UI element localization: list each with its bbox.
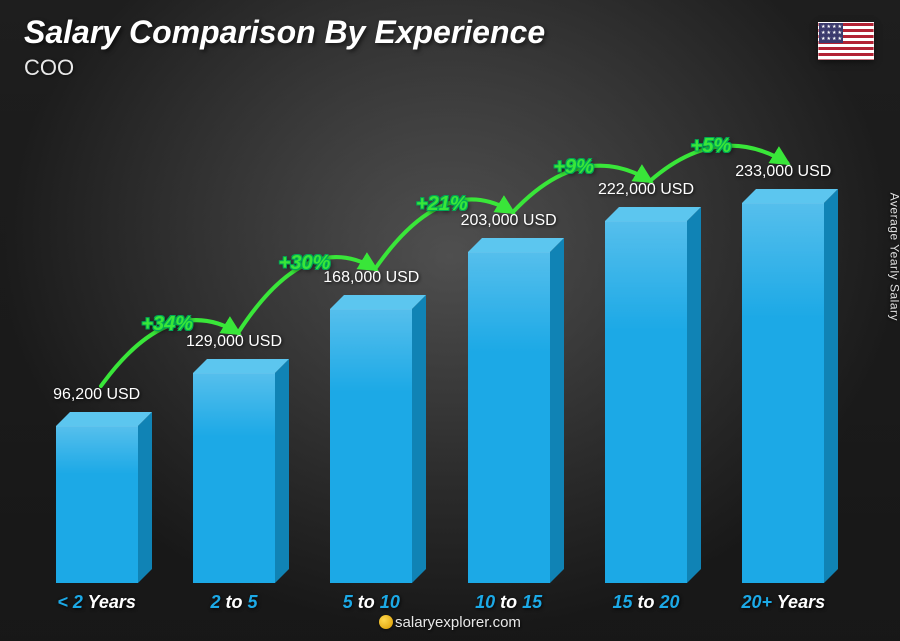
bar-group: 96,200 USD< 2 Years xyxy=(28,100,165,583)
us-flag-icon xyxy=(818,22,874,60)
bar-top xyxy=(56,412,152,426)
bar-side xyxy=(550,238,564,583)
bar-front xyxy=(330,309,412,583)
bar-group: 129,000 USD2 to 5 xyxy=(165,100,302,583)
bar-side xyxy=(824,189,838,583)
delta-label: +30% xyxy=(279,252,331,275)
bar-side xyxy=(412,295,426,583)
bar-front xyxy=(468,252,550,583)
delta-label: +5% xyxy=(691,135,732,158)
logo-icon xyxy=(379,615,393,629)
bar-side xyxy=(138,412,152,583)
bar-front xyxy=(742,203,824,583)
y-axis-label: Average Yearly Salary xyxy=(887,192,900,320)
bar-front xyxy=(56,426,138,583)
delta-label: +34% xyxy=(141,313,193,336)
bar-top xyxy=(605,207,701,221)
bar xyxy=(742,203,824,583)
bar xyxy=(468,252,550,583)
delta-label: +9% xyxy=(553,156,594,179)
bar xyxy=(330,309,412,583)
bar-group: 222,000 USD15 to 20 xyxy=(577,100,714,583)
bar-category-label: 15 to 20 xyxy=(612,592,679,613)
bar-top xyxy=(742,189,838,203)
header: Salary Comparison By Experience COO xyxy=(24,14,545,81)
bar xyxy=(605,221,687,583)
bar-category-label: 20+ Years xyxy=(741,592,825,613)
delta-label: +21% xyxy=(416,193,468,216)
bar-top xyxy=(330,295,426,309)
bar-top xyxy=(468,238,564,252)
bar-value-label: 222,000 USD xyxy=(566,181,726,199)
bar-group: 168,000 USD5 to 10 xyxy=(303,100,440,583)
bar-side xyxy=(687,207,701,583)
bar-side xyxy=(275,359,289,583)
bar-category-label: 2 to 5 xyxy=(210,592,257,613)
bar-category-label: < 2 Years xyxy=(57,592,136,613)
bar-front xyxy=(193,373,275,583)
bar-category-label: 5 to 10 xyxy=(343,592,400,613)
bar xyxy=(193,373,275,583)
chart-title: Salary Comparison By Experience xyxy=(24,14,545,51)
salary-bar-chart: 96,200 USD< 2 Years129,000 USD2 to 5168,… xyxy=(28,100,852,583)
footer: salaryexplorer.com xyxy=(0,614,900,631)
footer-site: salaryexplorer.com xyxy=(395,614,521,631)
bar-category-label: 10 to 15 xyxy=(475,592,542,613)
bar-group: 233,000 USD20+ Years xyxy=(715,100,852,583)
bar-value-label: 233,000 USD xyxy=(703,163,863,181)
bar-value-label: 96,200 USD xyxy=(17,386,177,404)
chart-subtitle: COO xyxy=(24,55,545,81)
bar-top xyxy=(193,359,289,373)
bar xyxy=(56,426,138,583)
bar-front xyxy=(605,221,687,583)
